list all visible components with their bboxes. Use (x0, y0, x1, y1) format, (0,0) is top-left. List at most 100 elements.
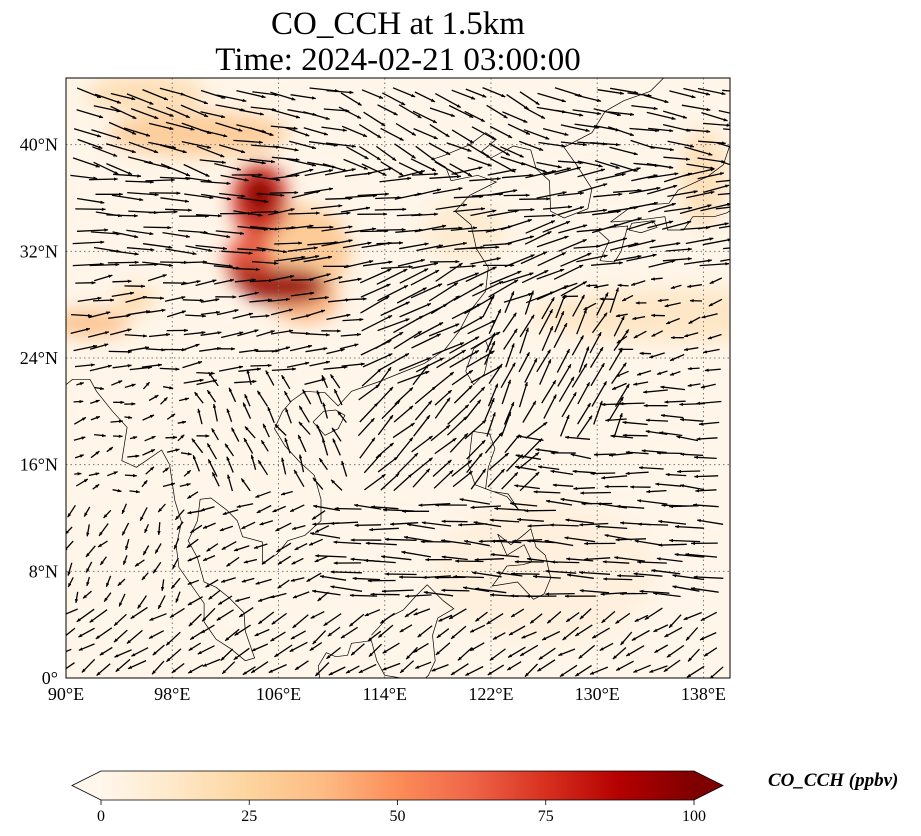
wind-arrow (346, 146, 369, 160)
wind-arrow (619, 402, 645, 406)
wind-arrow (433, 371, 455, 389)
wind-arrow (590, 362, 605, 387)
wind-arrow (74, 472, 82, 476)
wind-arrow (67, 577, 74, 588)
wind-arrow (429, 174, 462, 179)
wind-arrow (674, 525, 705, 529)
wind-arrow (413, 608, 431, 616)
wind-arrow (246, 369, 252, 385)
wind-arrow (234, 624, 251, 636)
wind-arrow (265, 370, 275, 386)
wind-arrow (399, 268, 429, 284)
wind-arrow (482, 294, 495, 317)
wind-arrow (500, 362, 516, 389)
wind-arrow (602, 577, 633, 581)
colorbar-body (101, 771, 694, 800)
wind-arrow (577, 168, 606, 178)
wind-arrow (228, 387, 237, 403)
wind-arrow (241, 521, 256, 530)
latitude-tick-label: 40°N (20, 135, 58, 155)
wind-arrow (707, 333, 722, 340)
wind-arrow (708, 298, 723, 307)
wind-arrow (291, 557, 304, 565)
wind-arrow (274, 423, 287, 436)
wind-arrow (453, 194, 484, 199)
wind-arrow (290, 291, 315, 297)
wind-arrow (432, 459, 452, 477)
wind-arrow (434, 389, 453, 406)
wind-arrow (289, 140, 317, 150)
wind-arrow (322, 438, 329, 456)
wind-arrow (342, 241, 372, 249)
wind-arrow (693, 474, 719, 479)
wind-arrow (175, 591, 181, 603)
wind-arrow (474, 557, 505, 562)
wind-arrow (216, 609, 234, 621)
wind-arrow (118, 593, 126, 607)
wind-arrow (615, 313, 628, 318)
wind-arrow (521, 269, 549, 284)
wind-arrow (660, 385, 686, 391)
wind-arrow (486, 104, 508, 119)
wind-arrow (316, 390, 323, 405)
wind-arrow (520, 251, 548, 265)
wind-arrow (341, 460, 348, 477)
wind-arrow (518, 381, 528, 408)
wind-arrow (561, 391, 577, 418)
wind-arrow (326, 348, 346, 355)
wind-arrow (93, 161, 119, 175)
wind-arrow (190, 524, 203, 534)
wind-arrow (169, 607, 185, 619)
wind-arrow (643, 94, 669, 104)
wind-arrow (428, 282, 459, 302)
wind-arrow (446, 272, 480, 286)
wind-arrow (449, 163, 473, 177)
wind-arrow (197, 408, 203, 425)
wind-arrow (412, 110, 438, 124)
wind-arrow (166, 448, 180, 453)
wind-arrow (289, 504, 305, 513)
wind-arrow (75, 207, 106, 212)
wind-arrow (200, 298, 220, 303)
wind-arrow (647, 220, 674, 229)
wind-arrow (429, 124, 450, 138)
wind-arrow (649, 352, 665, 359)
wind-arrow (577, 183, 608, 193)
wind-arrow (106, 143, 137, 154)
wind-arrow (88, 472, 100, 477)
wind-arrow (304, 378, 326, 386)
wind-arrow (500, 146, 524, 158)
wind-arrow (415, 145, 436, 162)
wind-arrow (185, 314, 207, 318)
wind-arrow (298, 405, 310, 423)
wind-arrow (165, 248, 197, 256)
longitude-tick-label: 138°E (681, 684, 726, 704)
wind-arrow (292, 614, 309, 629)
wind-arrow (590, 141, 621, 147)
wind-arrow (201, 193, 232, 201)
wind-arrow (448, 104, 474, 119)
wind-arrow (697, 157, 726, 164)
wind-arrow (647, 172, 679, 179)
wind-arrow (686, 284, 702, 288)
wind-arrow (249, 127, 274, 137)
wind-arrow (410, 283, 443, 299)
wind-arrow (518, 351, 530, 373)
wind-arrow (536, 268, 565, 280)
wind-arrow (701, 313, 718, 319)
concentration-blob (85, 78, 206, 112)
wind-arrow (329, 374, 341, 389)
wind-arrow (601, 610, 616, 624)
wind-arrow (254, 628, 270, 637)
wind-arrow (94, 433, 107, 438)
wind-arrow (377, 318, 410, 332)
wind-arrow (66, 540, 74, 552)
wind-arrow (610, 434, 634, 439)
wind-arrow (73, 416, 87, 425)
wind-arrow (397, 452, 419, 475)
wind-arrow (698, 140, 727, 145)
wind-arrow (200, 506, 215, 512)
wind-arrow (607, 126, 635, 137)
wind-arrow (222, 509, 239, 516)
colorbar-tick-label: 100 (682, 808, 706, 825)
